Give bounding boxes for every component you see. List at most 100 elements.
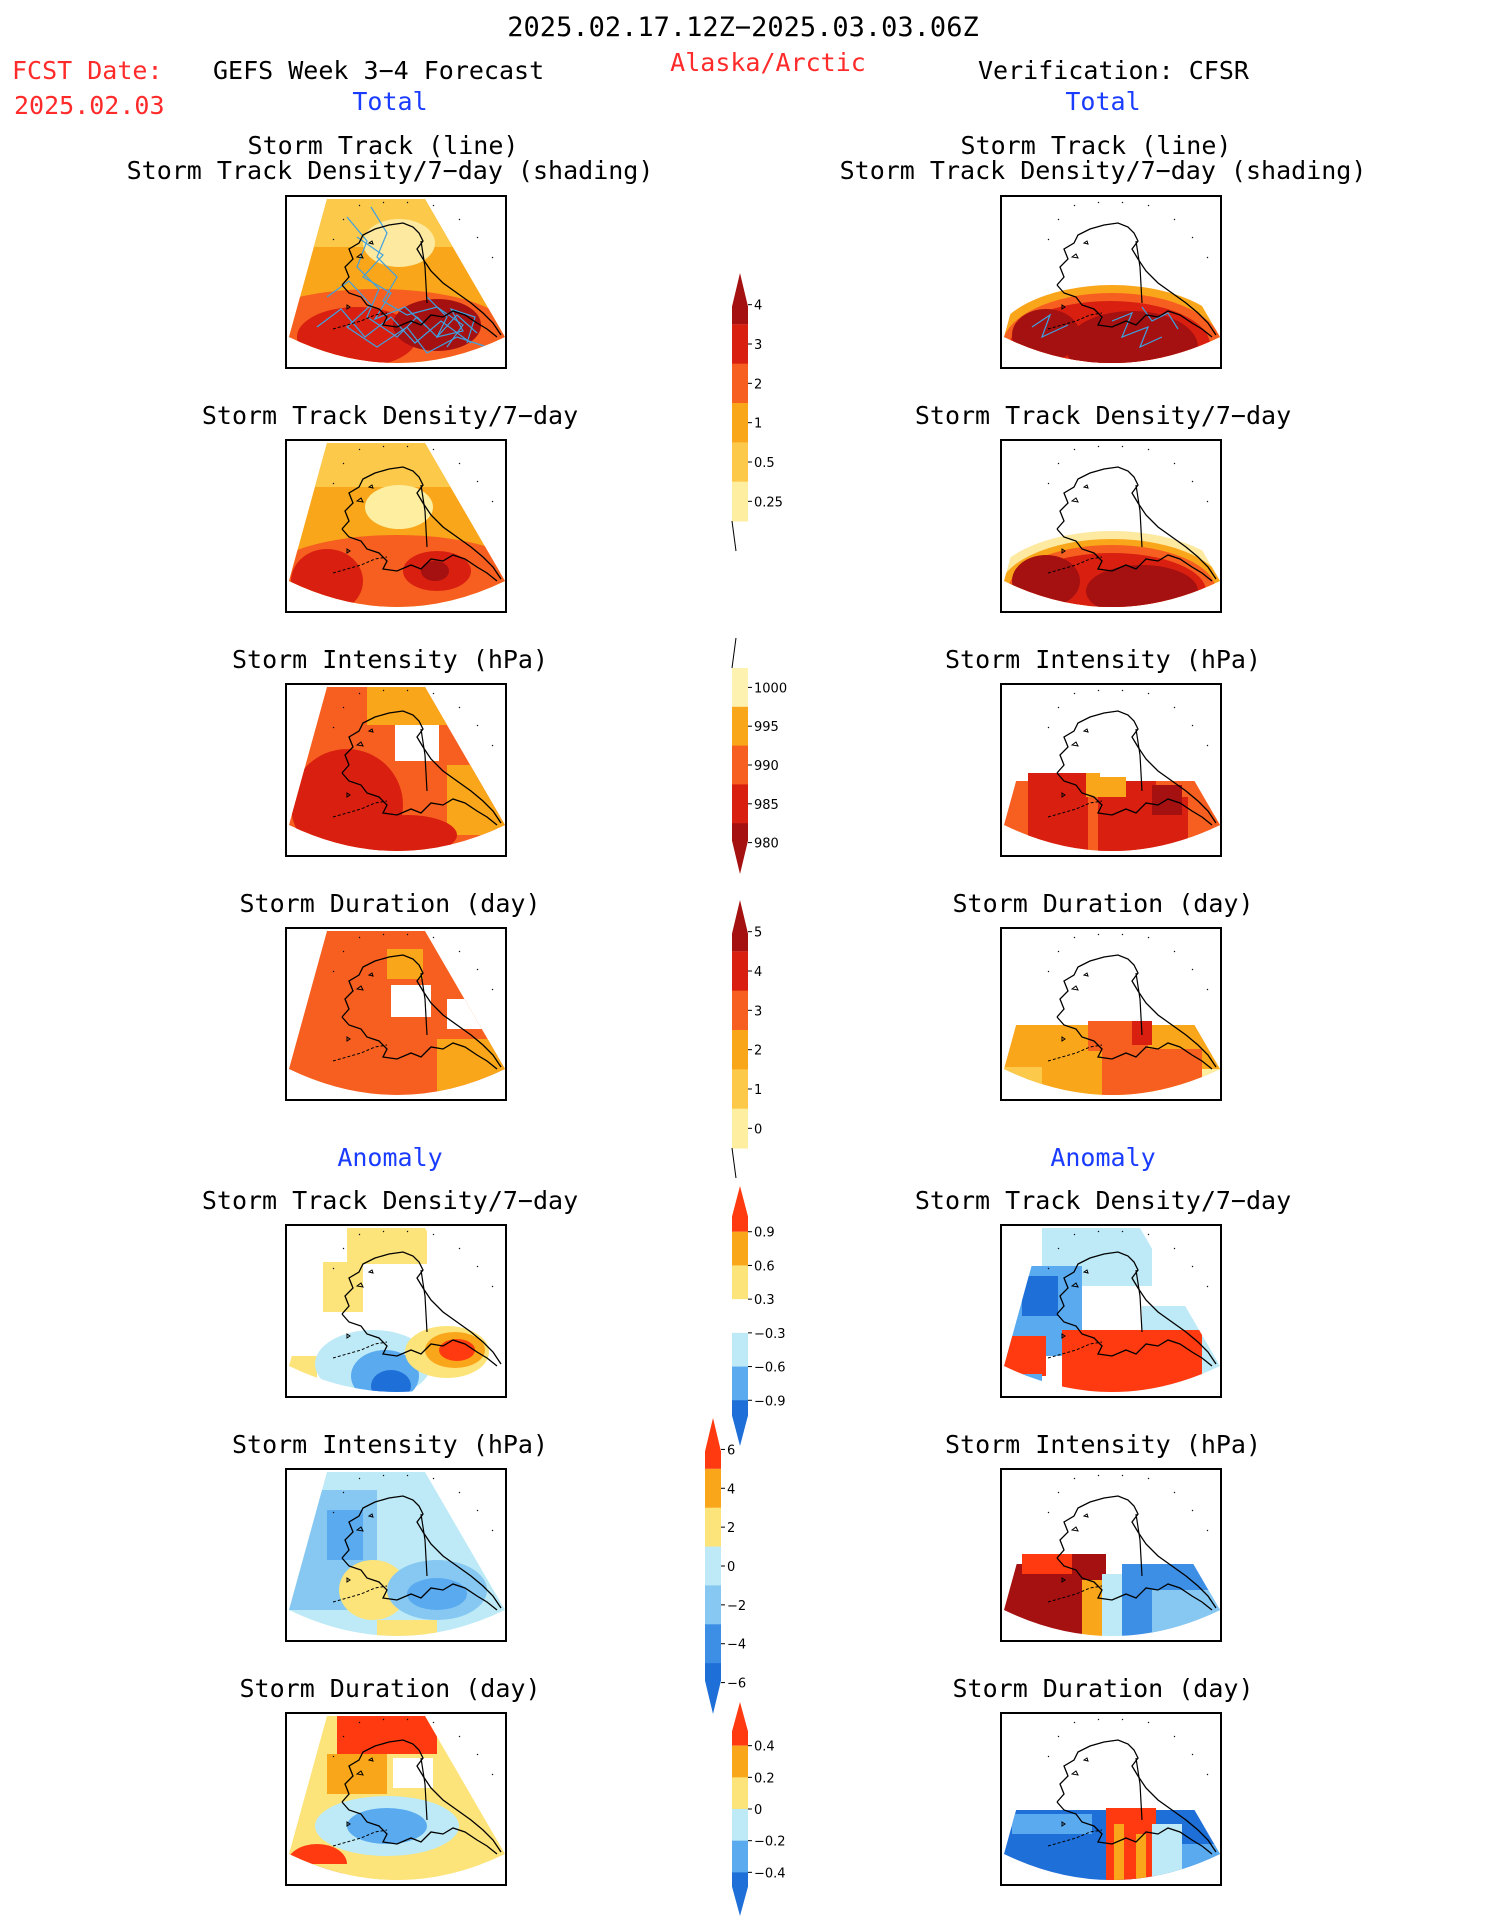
total-label-left: Total <box>352 87 428 116</box>
map-density-verification <box>1000 439 1222 613</box>
colorbar-swatch <box>732 363 748 404</box>
colorbar-swatch <box>705 1418 721 1469</box>
colorbar-swatch <box>705 1624 721 1664</box>
map-duration-forecast <box>285 927 507 1101</box>
map-anom-duration-verification <box>1000 1712 1222 1886</box>
colorbar-label: 0.9 <box>754 1226 775 1241</box>
colorbar-label: 995 <box>754 720 779 735</box>
colorbar-label: 2 <box>754 377 762 392</box>
map-intensity-verification <box>1000 683 1222 857</box>
colorbar-label: 4 <box>754 965 762 980</box>
map-duration-verification <box>1000 927 1222 1101</box>
colorbar-label: 0 <box>754 1122 762 1137</box>
colorbar-label: −6 <box>727 1677 746 1692</box>
colorbar-label: 980 <box>754 837 779 852</box>
colorbar-label: 4 <box>727 1482 735 1497</box>
title-anom-intensity-right: Storm Intensity (hPa) <box>944 1430 1262 1459</box>
anomaly-label-right: Anomaly <box>1050 1143 1156 1172</box>
colorbar-swatch <box>732 324 748 365</box>
colorbar-swatch <box>732 668 748 708</box>
colorbar-swatch <box>732 1366 748 1401</box>
colorbar-anom-intensity: 6 4 2 0 −2 −4 −6 <box>693 1410 773 1714</box>
title-track-line-right: Storm Track (line) <box>960 131 1232 160</box>
colorbar-swatch <box>732 745 748 785</box>
title-anom-duration-left: Storm Duration (day) <box>239 1674 541 1703</box>
colorbar-label: 0.4 <box>754 1740 775 1755</box>
colorbar-duration: 5 4 3 2 1 0 <box>720 892 800 1179</box>
colorbar-label: −0.4 <box>754 1866 786 1881</box>
colorbar-swatch <box>732 1108 748 1149</box>
title-anom-intensity-left: Storm Intensity (hPa) <box>231 1430 549 1459</box>
verification-title: Verification: CFSR <box>978 56 1249 85</box>
colorbar-swatch <box>732 951 748 992</box>
fcst-date-value: 2025.02.03 <box>14 91 165 120</box>
colorbar-label: 0 <box>727 1560 735 1575</box>
colorbar-label: 1 <box>754 1083 762 1098</box>
title-track-line-left: Storm Track (line) <box>247 131 519 160</box>
map-density-forecast <box>285 439 507 613</box>
colorbar-label: 0.2 <box>754 1771 775 1786</box>
title-track-shading-right: Storm Track Density/7−day (shading) <box>839 156 1367 185</box>
colorbar-swatch <box>732 1231 748 1266</box>
map-anom-intensity-forecast <box>285 1468 507 1642</box>
colorbar-swatch <box>732 1069 748 1110</box>
title-track-shading-left: Storm Track Density/7−day (shading) <box>126 156 654 185</box>
colorbar-label: 1000 <box>754 681 787 696</box>
colorbar-swatch <box>732 1030 748 1070</box>
map-anom-density-verification <box>1000 1224 1222 1398</box>
region-title: Alaska/Arctic <box>670 48 866 77</box>
colorbar-swatch <box>732 1299 748 1334</box>
colorbar-swatch <box>732 1777 748 1810</box>
colorbar-swatch <box>732 1186 748 1232</box>
colorbar-label: −4 <box>727 1638 746 1653</box>
title-density-left: Storm Track Density/7−day <box>201 401 579 430</box>
period-title: 2025.02.17.12Z−2025.03.03.06Z <box>507 12 979 43</box>
colorbar-intensity: 1000 995 990 985 980 <box>720 637 800 888</box>
colorbar-label: 2 <box>754 1044 762 1059</box>
colorbar-label: 3 <box>754 338 762 353</box>
colorbar-label: −0.3 <box>754 1327 786 1342</box>
colorbar-label: −0.9 <box>754 1394 786 1409</box>
colorbar-tail <box>731 637 737 669</box>
model-title: GEFS Week 3−4 Forecast <box>213 56 545 85</box>
total-label-right: Total <box>1065 87 1141 116</box>
map-track-density-forecast <box>285 195 507 369</box>
colorbar-swatch <box>732 273 748 325</box>
title-duration-right: Storm Duration (day) <box>952 889 1254 918</box>
colorbar-swatch <box>732 403 748 443</box>
colorbar-label: 4 <box>754 299 762 314</box>
colorbar-swatch <box>705 1507 721 1548</box>
colorbar-swatch <box>732 990 748 1031</box>
colorbar-swatch <box>732 1809 748 1842</box>
colorbar-label: −0.6 <box>754 1361 786 1376</box>
map-track-density-verification <box>1000 195 1222 369</box>
colorbar-label: 6 <box>727 1443 735 1458</box>
title-intensity-left: Storm Intensity (hPa) <box>231 645 549 674</box>
colorbar-swatch <box>732 1265 748 1300</box>
colorbar-swatch <box>732 1840 748 1873</box>
title-anom-density-right: Storm Track Density/7−day <box>914 1186 1292 1215</box>
fcst-date-label: FCST Date: <box>12 56 163 85</box>
colorbar-swatch <box>705 1468 721 1509</box>
colorbar-swatch <box>732 442 748 483</box>
colorbar-label: 0.3 <box>754 1293 775 1308</box>
colorbar-label: 0.6 <box>754 1259 775 1274</box>
colorbar-anom-density: 0.9 0.6 0.3 −0.3 −0.6 −0.9 <box>720 1178 800 1458</box>
map-anom-duration-forecast <box>285 1712 507 1886</box>
title-density-right: Storm Track Density/7−day <box>914 401 1292 430</box>
colorbar-tail <box>731 520 737 552</box>
title-duration-left: Storm Duration (day) <box>239 889 541 918</box>
colorbar-label: 0.25 <box>754 495 783 510</box>
colorbar-swatch <box>705 1585 721 1625</box>
colorbar-swatch <box>732 1872 748 1916</box>
colorbar-anom-duration: 0.4 0.2 0 −0.2 −0.4 <box>720 1694 800 1924</box>
colorbar-label: 985 <box>754 798 779 813</box>
colorbar-swatch <box>705 1663 721 1714</box>
title-anom-duration-right: Storm Duration (day) <box>952 1674 1254 1703</box>
colorbar-label: 5 <box>754 926 762 941</box>
title-intensity-right: Storm Intensity (hPa) <box>944 645 1262 674</box>
colorbar-swatch <box>732 1702 748 1746</box>
colorbar-swatch <box>732 823 748 874</box>
colorbar-swatch <box>705 1546 721 1586</box>
colorbar-swatch <box>732 1400 748 1446</box>
